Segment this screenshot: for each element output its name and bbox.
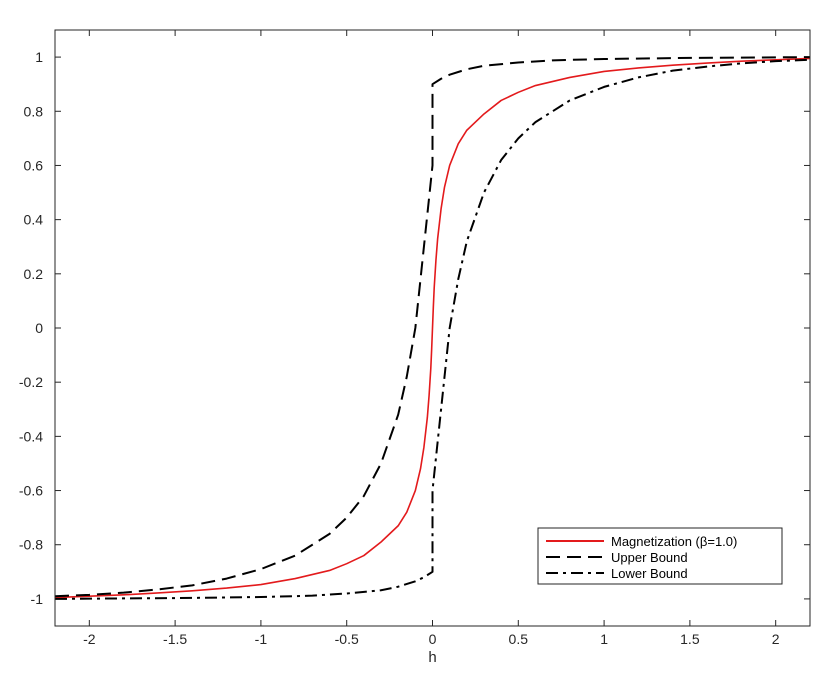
legend-entry: Magnetization (β=1.0) [611,534,737,549]
y-tick-label: -0.6 [19,483,43,499]
x-tick-label: 1 [600,631,608,647]
series-line-1 [54,56,811,598]
x-tick-label: -1.5 [163,631,187,647]
axes-box [54,29,811,627]
y-tick-label: 0.2 [24,266,44,282]
y-tick-label: -0.8 [19,537,43,553]
y-tick-label: -0.2 [19,374,43,390]
x-tick-label: 2 [772,631,780,647]
y-tick-label: -1 [31,591,44,607]
y-tick-label: 1 [35,49,43,65]
x-tick-label: 0.5 [509,631,529,647]
x-tick-label: 0 [429,631,437,647]
y-tick-label: 0.8 [24,103,44,119]
x-tick-label: -1 [255,631,268,647]
x-tick-label: -2 [83,631,96,647]
y-tick-label: -0.4 [19,428,43,444]
x-tick-label: -0.5 [335,631,359,647]
x-axis-label: h [428,649,436,666]
y-tick-label: 0.6 [24,157,44,173]
series-line-2 [54,58,811,600]
legend-entry: Lower Bound [611,566,688,581]
axis-ticks: -2 -1.5 -1 -0.5 0 0.5 1 1.5 2 1 0.8 0.6 0.4 0.2 0 -0.2 -… [19,30,810,647]
legend-entry: Upper Bound [611,550,688,565]
series-line-0 [54,57,811,599]
y-tick-label: 0.4 [24,212,44,228]
x-tick-label: 1.5 [680,631,700,647]
y-tick-label: 0 [35,320,43,336]
series-layer [54,56,811,600]
